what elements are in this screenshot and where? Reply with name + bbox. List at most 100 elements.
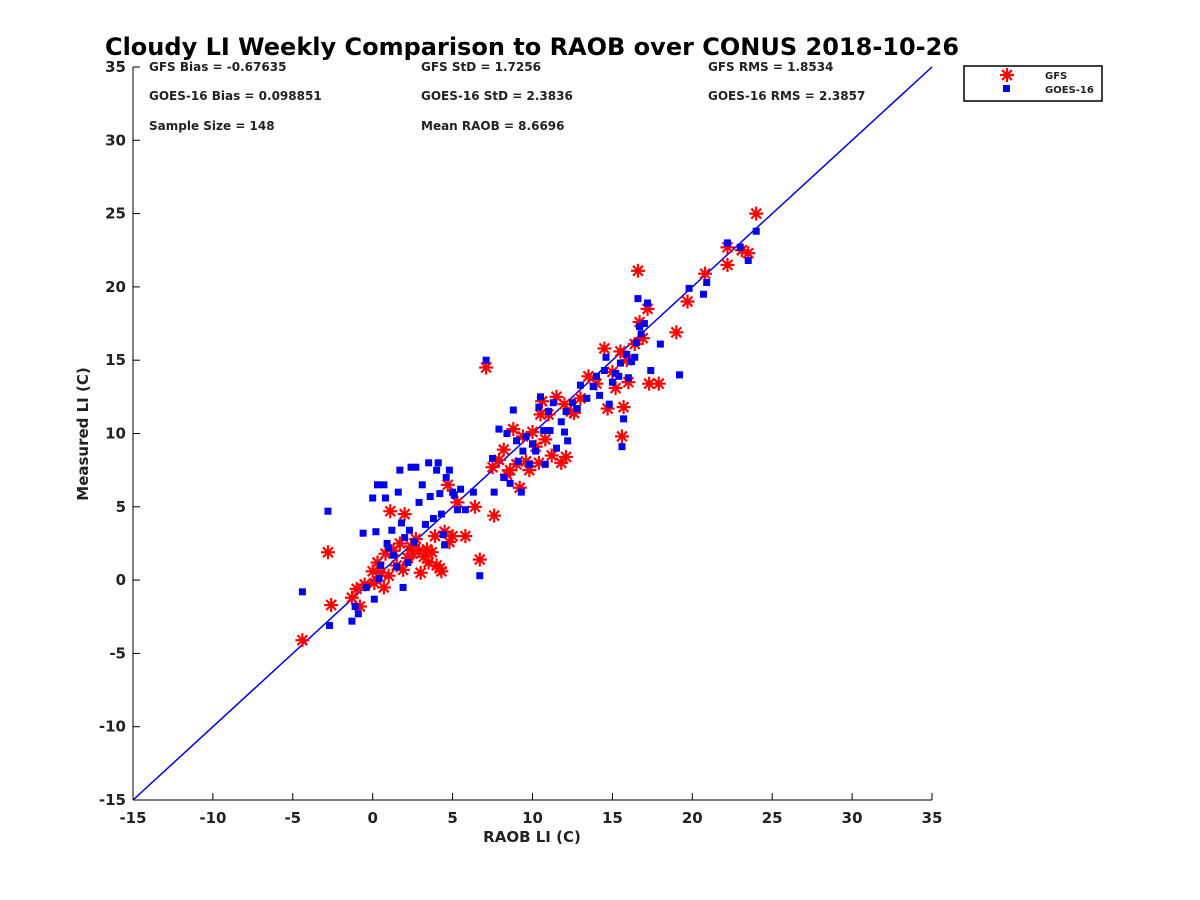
- goes-16-data-point: [544, 408, 552, 416]
- gfs-data-point: [614, 429, 629, 444]
- goes-16-data-point: [298, 588, 306, 596]
- goes-16-data-point: [388, 526, 396, 534]
- goes-16-data-point: [522, 432, 530, 440]
- statistics-block: GFS Bias = -0.67635 GFS StD = 1.7256 GFS…: [149, 60, 865, 133]
- gfs-data-point: [324, 598, 339, 613]
- gfs-data-point: [698, 266, 713, 281]
- goes-16-data-point: [514, 457, 522, 465]
- goes-16-bias-stat: GOES-16 Bias = 0.098851: [149, 89, 322, 103]
- legend-gfs-asterisk-icon: [1000, 68, 1014, 82]
- goes-16-data-point: [637, 330, 645, 338]
- goes-16-data-point: [536, 393, 544, 401]
- goes-16-data-point: [372, 528, 380, 536]
- goes-16-data-point: [560, 428, 568, 436]
- goes-16-data-point: [644, 299, 652, 307]
- goes-16-data-point: [461, 506, 469, 514]
- goes-16-data-point: [573, 405, 581, 413]
- goes-16-data-point: [476, 572, 484, 580]
- goes-16-data-point: [407, 463, 415, 471]
- goes-16-data-point: [562, 408, 570, 416]
- goes-16-data-point: [631, 353, 639, 361]
- goes-16-data-point: [393, 563, 401, 571]
- goes-16-data-point: [623, 350, 631, 358]
- goes-16-data-point: [628, 358, 636, 366]
- goes-16-data-point: [602, 353, 610, 361]
- gfs-data-point: [616, 400, 631, 415]
- x-tick-label: 35: [922, 809, 943, 827]
- goes-16-data-point: [324, 507, 332, 515]
- goes-16-data-point: [744, 257, 752, 265]
- x-tick-label: 5: [447, 809, 457, 827]
- y-tick-label: 25: [105, 205, 126, 223]
- goes-16-data-point: [415, 498, 423, 506]
- gfs-data-point: [445, 529, 460, 544]
- gfs-data-point: [295, 633, 310, 648]
- gfs-std-stat: GFS StD = 1.7256: [421, 60, 541, 74]
- goes-16-data-point: [564, 437, 572, 445]
- goes-16-data-point: [592, 372, 600, 380]
- goes-16-data-point: [624, 374, 632, 382]
- goes-16-data-point: [399, 583, 407, 591]
- goes-16-data-point: [495, 425, 503, 433]
- goes-16-data-point: [326, 622, 334, 630]
- x-tick-label: -10: [199, 809, 226, 827]
- goes-16-data-point: [600, 366, 608, 374]
- goes-16-data-point: [509, 406, 517, 414]
- goes-16-data-point: [636, 322, 644, 330]
- gfs-data-point: [538, 432, 553, 447]
- goes-16-data-point: [396, 466, 404, 474]
- goes-16-data-point: [389, 551, 397, 559]
- goes-16-data-point: [394, 488, 402, 496]
- legend-gfs-marker-shape: [1000, 68, 1014, 82]
- gfs-data-point: [381, 568, 396, 583]
- gfs-data-point: [559, 449, 574, 464]
- goes-16-data-point: [685, 284, 693, 292]
- goes-16-data-point: [634, 295, 642, 303]
- goes-16-data-point: [354, 610, 362, 618]
- y-axis-label: Measured LI (C): [74, 367, 92, 500]
- y-tick-label: 30: [105, 131, 126, 149]
- goes-16-data-point: [546, 427, 554, 435]
- goes-16-data-point: [513, 437, 521, 445]
- goes-16-series: [298, 227, 760, 630]
- goes-16-data-point: [425, 459, 433, 467]
- goes-16-data-point: [616, 359, 624, 367]
- sample-size-stat: Sample Size = 148: [149, 119, 275, 133]
- goes-16-data-point: [421, 520, 429, 528]
- gfs-data-point: [344, 590, 359, 605]
- goes-16-data-point: [676, 371, 684, 379]
- x-tick-label: -5: [284, 809, 301, 827]
- goes-16-data-point: [359, 529, 367, 537]
- y-tick-label: 10: [105, 425, 126, 443]
- goes-16-data-point: [540, 427, 548, 435]
- goes-16-data-point: [437, 510, 445, 518]
- goes-16-data-point: [445, 466, 453, 474]
- goes-16-data-point: [489, 454, 497, 462]
- gfs-data-point: [496, 442, 511, 457]
- plot-area: -15 -10 -5 0 5 10 15 20 25 30 35 -15 -10 -5 0 5 10 15 20 2…: [99, 58, 943, 827]
- x-tick-label: -15: [119, 809, 146, 827]
- goes-16-data-point: [351, 602, 359, 610]
- goes-16-data-point: [596, 391, 604, 399]
- goes-16-data-point: [441, 541, 449, 549]
- gfs-data-point: [413, 565, 428, 580]
- legend-goes-16-label: GOES-16: [1045, 85, 1094, 96]
- goes-16-data-point: [370, 595, 378, 603]
- gfs-bias-stat: GFS Bias = -0.67635: [149, 60, 286, 74]
- goes-16-data-point: [736, 243, 744, 251]
- mean-raob-stat: Mean RAOB = 8.6696: [421, 119, 565, 133]
- goes-16-data-point: [434, 459, 442, 467]
- y-tick-label: -10: [99, 718, 126, 736]
- gfs-data-point: [749, 206, 764, 221]
- gfs-data-point: [630, 263, 645, 278]
- goes-16-data-point: [519, 447, 527, 455]
- goes-16-data-point: [457, 485, 465, 493]
- x-tick-label: 15: [602, 809, 623, 827]
- goes-16-std-stat: GOES-16 StD = 2.3836: [421, 89, 573, 103]
- goes-16-data-point: [383, 539, 391, 547]
- goes-16-data-point: [404, 559, 412, 567]
- goes-16-data-point: [380, 481, 388, 489]
- goes-16-data-point: [369, 494, 377, 502]
- y-axis-ticks: -15 -10 -5 0 5 10 15 20 25 30 35: [99, 58, 140, 809]
- gfs-data-point: [458, 529, 473, 544]
